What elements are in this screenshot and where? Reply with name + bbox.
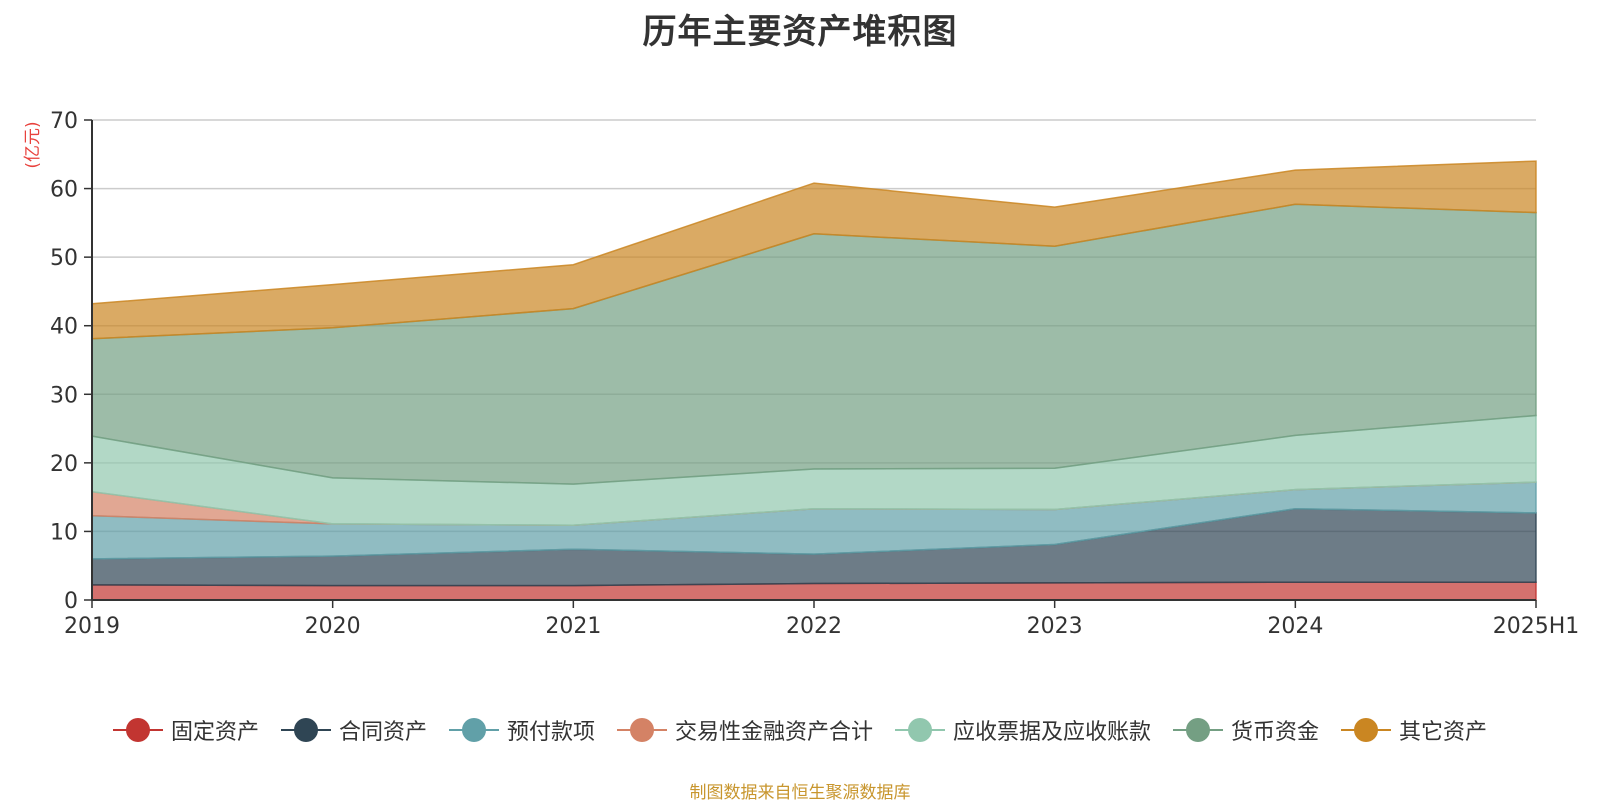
x-tick-label: 2020 bbox=[305, 614, 361, 639]
legend-item-3[interactable]: 交易性金融资产合计 bbox=[616, 714, 873, 746]
x-tick-label: 2022 bbox=[786, 614, 842, 639]
legend-item-6[interactable]: 其它资产 bbox=[1341, 714, 1487, 746]
legend-label: 其它资产 bbox=[1399, 720, 1488, 745]
y-axis-unit-label: (亿元) bbox=[23, 121, 43, 168]
legend-item-1[interactable]: 合同资产 bbox=[280, 714, 427, 746]
y-tick-label: 60 bbox=[50, 178, 78, 203]
y-tick-label: 40 bbox=[50, 315, 78, 340]
legend-marker-icon bbox=[616, 718, 667, 742]
x-tick-label: 2023 bbox=[1027, 614, 1083, 639]
area-series-6[interactable] bbox=[91, 160, 1537, 340]
y-tick-label: 50 bbox=[50, 246, 78, 271]
y-tick-label: 0 bbox=[64, 589, 78, 614]
source-note: 制图数据来自恒生聚源数据库 bbox=[689, 783, 911, 803]
legend-marker-icon bbox=[448, 718, 499, 742]
legend-marker-icon bbox=[895, 718, 945, 742]
x-tick-label: 2025H1 bbox=[1493, 614, 1580, 639]
legend-item-0[interactable]: 固定资产 bbox=[112, 714, 259, 746]
y-tick-label: 70 bbox=[50, 109, 78, 134]
legend-marker-icon bbox=[1341, 718, 1392, 742]
y-tick-label: 30 bbox=[50, 383, 78, 408]
tick-labels: 0 10 20 30 40 50 60 70 2019 2020 2021 2022 2023 2024 2… bbox=[50, 109, 1579, 639]
legend-label: 应收票据及应收账款 bbox=[953, 720, 1152, 745]
legend-label: 货币资金 bbox=[1231, 720, 1320, 745]
x-tick-label: 2021 bbox=[545, 614, 601, 639]
legend-label: 合同资产 bbox=[338, 720, 427, 745]
area-series bbox=[91, 160, 1537, 601]
chart-legend: 固定资产 合同资产 预付款项 交易性金融资产合计 应收票据及应收账款 货币资金 其它资产 bbox=[0, 714, 1600, 746]
axes bbox=[84, 119, 1537, 608]
legend-label: 固定资产 bbox=[170, 720, 259, 745]
legend-item-4[interactable]: 应收票据及应收账款 bbox=[895, 714, 1151, 746]
legend-marker-icon bbox=[112, 718, 163, 742]
legend-marker-icon bbox=[1173, 718, 1224, 742]
x-tick-label: 2024 bbox=[1267, 614, 1323, 639]
legend-item-5[interactable]: 货币资金 bbox=[1173, 714, 1319, 746]
y-tick-label: 10 bbox=[50, 520, 78, 545]
legend-label: 预付款项 bbox=[506, 720, 595, 745]
legend-item-2[interactable]: 预付款项 bbox=[448, 714, 595, 746]
x-tick-label: 2019 bbox=[64, 614, 120, 639]
legend-label: 交易性金融资产合计 bbox=[674, 720, 873, 745]
legend-marker-icon bbox=[280, 718, 331, 742]
chart-title: 历年主要资产堆积图 bbox=[642, 12, 958, 52]
y-tick-label: 20 bbox=[50, 452, 78, 477]
